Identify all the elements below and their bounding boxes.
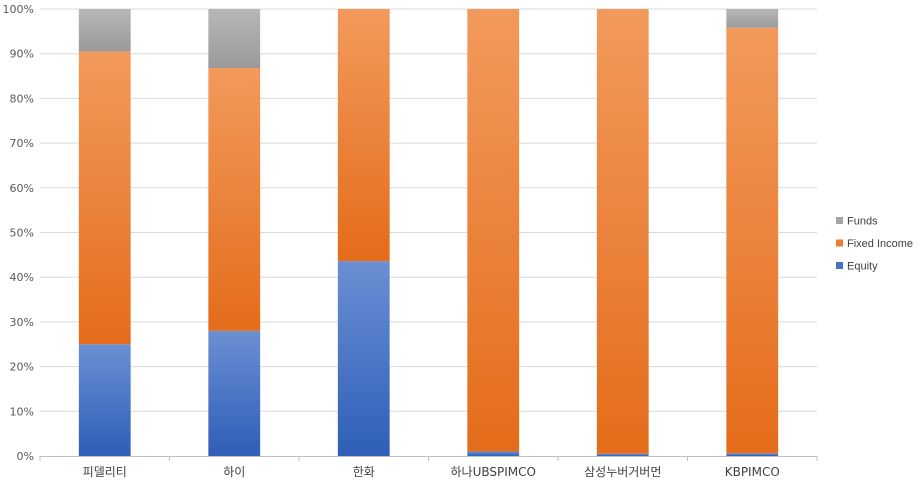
bar-segment-equity <box>467 451 520 456</box>
x-category-label: 하이 <box>223 465 245 479</box>
y-tick-label: 40% <box>10 271 34 284</box>
y-tick-label: 90% <box>10 48 34 61</box>
bar-segment-equity <box>78 344 131 456</box>
x-category-label: 삼성누버거버먼 <box>584 465 661 479</box>
bar-segment-fixed-income <box>78 51 131 345</box>
x-axis <box>39 456 818 461</box>
bar-segment-equity <box>596 453 649 456</box>
x-category-label: 피델리티 <box>83 465 127 479</box>
y-tick-label: 100% <box>3 3 34 16</box>
bars <box>78 9 779 456</box>
bar-segment-equity <box>337 261 390 456</box>
legend-swatch <box>836 262 843 269</box>
x-category-label: 한화 <box>353 465 375 479</box>
bar-segment-fixed-income <box>467 9 520 452</box>
legend-swatch <box>836 239 843 247</box>
bar-segment-fixed-income <box>337 9 390 262</box>
y-tick-label: 0% <box>17 450 34 463</box>
y-tick-label: 60% <box>10 182 34 195</box>
bar-segment-fixed-income <box>208 68 261 331</box>
gridlines <box>40 8 817 412</box>
x-category-label: KBPIMCO <box>725 465 780 479</box>
bar-segment-equity <box>726 453 779 456</box>
y-tick-label: 20% <box>10 361 34 374</box>
legend: Funds Fixed Income Equity <box>836 216 913 273</box>
y-tick-label: 10% <box>10 405 34 418</box>
legend-label: Equity <box>847 261 878 273</box>
y-tick-label: 50% <box>10 227 34 240</box>
x-axis-labels: 피델리티 하이 한화 하나UBSPIMCO 삼성누버거버먼 KBPIMCO <box>83 465 780 479</box>
legend-swatch <box>836 217 843 224</box>
y-axis-ticks: 0% 10% 20% 30% 40% 50% 60% 70% 80% 90% 100% <box>3 3 34 463</box>
bar-segment-fixed-income <box>726 27 779 454</box>
bar-segment-equity <box>208 330 261 456</box>
bar-segment-funds <box>726 9 779 28</box>
bar-segment-fixed-income <box>596 9 649 454</box>
bar-segment-funds <box>208 9 261 68</box>
y-tick-label: 30% <box>10 316 34 329</box>
legend-label: Funds <box>847 216 878 228</box>
legend-label: Fixed Income <box>847 238 913 250</box>
bar-segment-funds <box>78 9 131 52</box>
y-tick-label: 80% <box>10 92 34 105</box>
y-tick-label: 70% <box>10 137 34 150</box>
x-category-label: 하나UBSPIMCO <box>451 465 536 479</box>
